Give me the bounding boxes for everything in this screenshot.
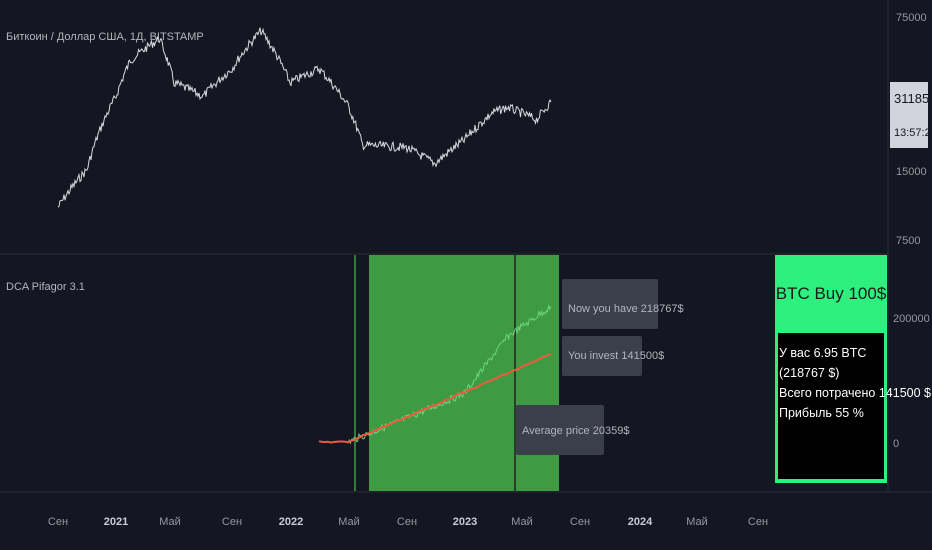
time-tick-label: Май: [686, 516, 708, 528]
main-chart-title: Биткоин / Доллар США, 1Д, BITSTAMP: [6, 31, 204, 43]
svg-text:Now you have 218767$: Now you have 218767$: [568, 303, 684, 315]
info-profit: Прибыль 55 %: [779, 406, 864, 420]
time-tick-label: Сен: [748, 516, 768, 528]
portfolio-value-line: [347, 303, 552, 445]
info-btc-amount: У вас 6.95 BTC: [779, 346, 867, 360]
average-price-callout: Average price 20359$: [516, 405, 629, 455]
indicator-label-200000: 200000: [893, 313, 930, 325]
info-box-title: BTC Buy 100$: [775, 284, 887, 303]
info-box-body: У вас 6.95 BTC (218767 $) Всего потрачен…: [778, 333, 931, 479]
time-tick-label: Май: [511, 516, 533, 528]
time-tick-label: Сен: [397, 516, 417, 528]
price-series-line: [57, 27, 552, 208]
last-price-value: 31185: [894, 91, 929, 106]
price-label-7500: 7500: [896, 235, 920, 247]
price-label-15000: 15000: [896, 166, 927, 178]
time-tick-label: Сен: [570, 516, 590, 528]
indicator-title: DCA Pifagor 3.1: [6, 281, 85, 293]
price-countdown: 13:57:29: [894, 127, 932, 139]
time-tick-label: Май: [338, 516, 360, 528]
info-usd-value: (218767 $): [779, 366, 840, 380]
invested-line: [318, 353, 552, 444]
last-price-tag: [890, 82, 928, 148]
svg-text:You invest 141500$: You invest 141500$: [568, 350, 664, 362]
time-tick-label: Сен: [222, 516, 242, 528]
time-tick-label: 2021: [104, 516, 128, 528]
time-tick-label: 2023: [453, 516, 477, 528]
now-you-have-callout: Now you have 218767$: [562, 279, 684, 329]
svg-text:Average price 20359$: Average price 20359$: [522, 425, 629, 437]
info-total-spent: Всего потрачено 141500 $: [779, 386, 931, 400]
time-tick-label: Сен: [48, 516, 68, 528]
time-tick-label: Май: [159, 516, 181, 528]
time-axis[interactable]: Сен 2021 Май Сен 2022 Май Сен 2023 Май Сен 2024 Май…: [48, 516, 768, 528]
price-label-75000: 75000: [896, 12, 927, 24]
time-tick-label: 2022: [279, 516, 303, 528]
indicator-label-0: 0: [893, 438, 899, 450]
you-invest-callout: You invest 141500$: [562, 336, 664, 376]
dca-info-box: BTC Buy 100$ У вас 6.95 BTC (218767 $) В…: [775, 255, 931, 483]
buy-zone: [369, 255, 559, 491]
time-tick-label: 2024: [628, 516, 653, 528]
